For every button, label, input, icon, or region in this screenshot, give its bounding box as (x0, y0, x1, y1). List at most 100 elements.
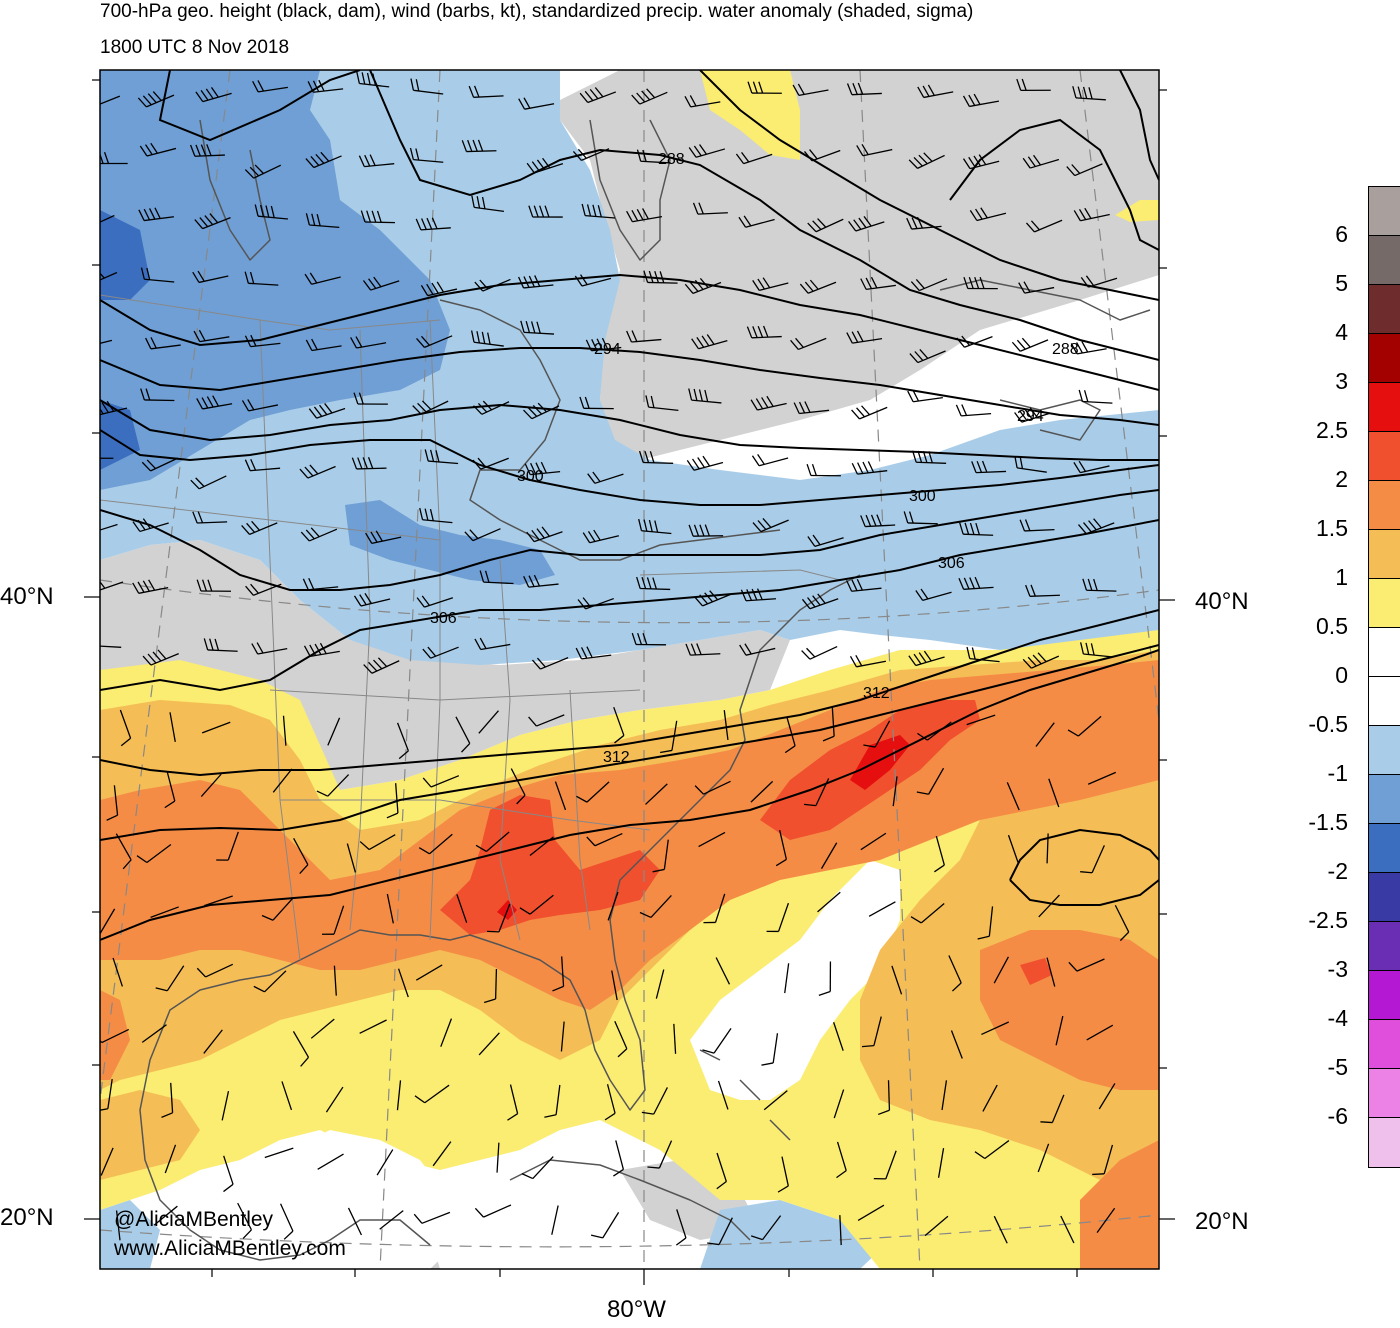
wind-barb-flag (659, 271, 665, 284)
wind-barb (396, 722, 409, 760)
wind-barb-flag (1078, 389, 1084, 402)
wind-barb (325, 1086, 344, 1113)
wind-barb-flag (589, 88, 599, 100)
wind-barb-flag (918, 652, 927, 663)
wind-barb-flag (592, 471, 601, 483)
wind-barb (100, 339, 113, 344)
wind-barb-flag (536, 159, 546, 170)
wind-barb-shaft (1096, 1207, 1116, 1233)
wind-barb (752, 277, 789, 292)
wind-barb (1098, 1083, 1116, 1110)
wind-barb-shaft (333, 905, 345, 935)
wind-barb-flag (305, 213, 310, 226)
wind-barb (521, 1156, 554, 1180)
wind-barb-flag (801, 598, 811, 610)
wind-barb (1055, 1015, 1064, 1046)
wind-barb-flag (426, 217, 433, 230)
colorbar-cell (1369, 971, 1400, 1020)
wind-barb-flag (372, 73, 377, 86)
wind-barb-shaft (494, 968, 498, 999)
wind-barb (1016, 78, 1051, 92)
wind-barb-flag (487, 332, 491, 345)
wind-barb (552, 956, 565, 992)
wind-barb-flag (357, 457, 363, 470)
wind-barb-shaft (560, 1021, 565, 1052)
wind-barb-flag (626, 330, 633, 343)
wind-barb-shaft (272, 768, 293, 793)
wind-barb (100, 457, 114, 459)
wind-barb-flag (916, 216, 923, 229)
wind-barb-shaft (1114, 904, 1130, 933)
wind-barb-shaft (873, 1016, 882, 1046)
coastline-great-lakes (439, 299, 781, 561)
anomaly-neg1-region-lakes (345, 500, 555, 585)
wind-barb-shaft (763, 1090, 788, 1111)
anomaly-pos05-region-ne2 (1115, 200, 1159, 222)
contour-label-288: 288 (1052, 341, 1079, 358)
colorbar-label: 1 (1335, 564, 1348, 590)
wind-barb-flag (536, 657, 546, 668)
wind-barb-shaft (779, 830, 788, 860)
wind-barb-flag (696, 643, 702, 655)
wind-barb-shaft (941, 1080, 948, 1111)
wind-barb-shaft (673, 1023, 677, 1054)
wind-barb-shaft (429, 833, 453, 855)
wind-barb-shaft (100, 908, 116, 935)
wind-barb (100, 1147, 114, 1176)
wind-barb (100, 151, 128, 165)
wind-barb-shaft (529, 836, 554, 857)
wind-barb (572, 148, 610, 161)
wind-barb-flag (473, 85, 480, 98)
wind-barb (956, 335, 993, 348)
wind-barb-flag (417, 402, 427, 413)
wind-barb-flag (971, 647, 976, 660)
wind-barb-flag (876, 514, 882, 526)
wind-barb-flag (353, 392, 359, 405)
wind-barb-flag (196, 579, 202, 592)
wind-barb-flag (917, 86, 925, 98)
wind-barb (145, 337, 181, 350)
wind-barb-flag (1030, 220, 1040, 231)
wind-barb-flag (797, 83, 805, 95)
wind-barb (305, 151, 342, 169)
wind-barb-flag (699, 144, 707, 155)
wind-barb (520, 320, 555, 335)
wind-barb-flag (1082, 86, 1088, 99)
wind-barb-flag (631, 94, 641, 105)
wind-barb-shaft (424, 1084, 450, 1104)
wind-barb-flag (320, 151, 330, 162)
wind-barb-flag (305, 529, 315, 540)
wind-barb-flag (963, 276, 969, 289)
wind-barb-flag (251, 643, 259, 655)
wind-barb-shaft (950, 1030, 963, 1059)
wind-barb-flag (596, 338, 603, 350)
wind-barb-flag (474, 1207, 484, 1218)
colorbar-label: -5 (1327, 1054, 1348, 1080)
wind-barb (432, 1141, 452, 1167)
wind-barb (526, 526, 563, 543)
wind-barb (604, 1084, 616, 1121)
wind-barb (464, 528, 501, 542)
wind-barb (216, 831, 239, 861)
wind-barb (241, 520, 278, 535)
wind-barb-flag (427, 646, 437, 657)
wind-barb (410, 78, 444, 95)
colorbar-label: 5 (1335, 270, 1348, 296)
wind-barb (1114, 904, 1130, 942)
wind-barb-shaft (368, 834, 396, 851)
wind-barb (192, 511, 228, 524)
wind-barb-flag (923, 152, 933, 162)
wind-barb (241, 399, 279, 412)
border-states-ew (100, 499, 841, 831)
wind-barb (106, 785, 119, 821)
anomaly-pos15-region-west (100, 990, 130, 1080)
wind-barb-flag (319, 642, 327, 654)
wind-barb-flag (518, 98, 526, 110)
wind-barb-shaft (988, 906, 994, 937)
wind-barb (585, 337, 622, 352)
wind-barb-flag (1040, 1121, 1053, 1124)
wind-barb-flag (311, 338, 318, 351)
wind-barb (1067, 715, 1102, 737)
wind-barb (715, 957, 731, 985)
graticule-lon-west2 (379, 70, 441, 1269)
